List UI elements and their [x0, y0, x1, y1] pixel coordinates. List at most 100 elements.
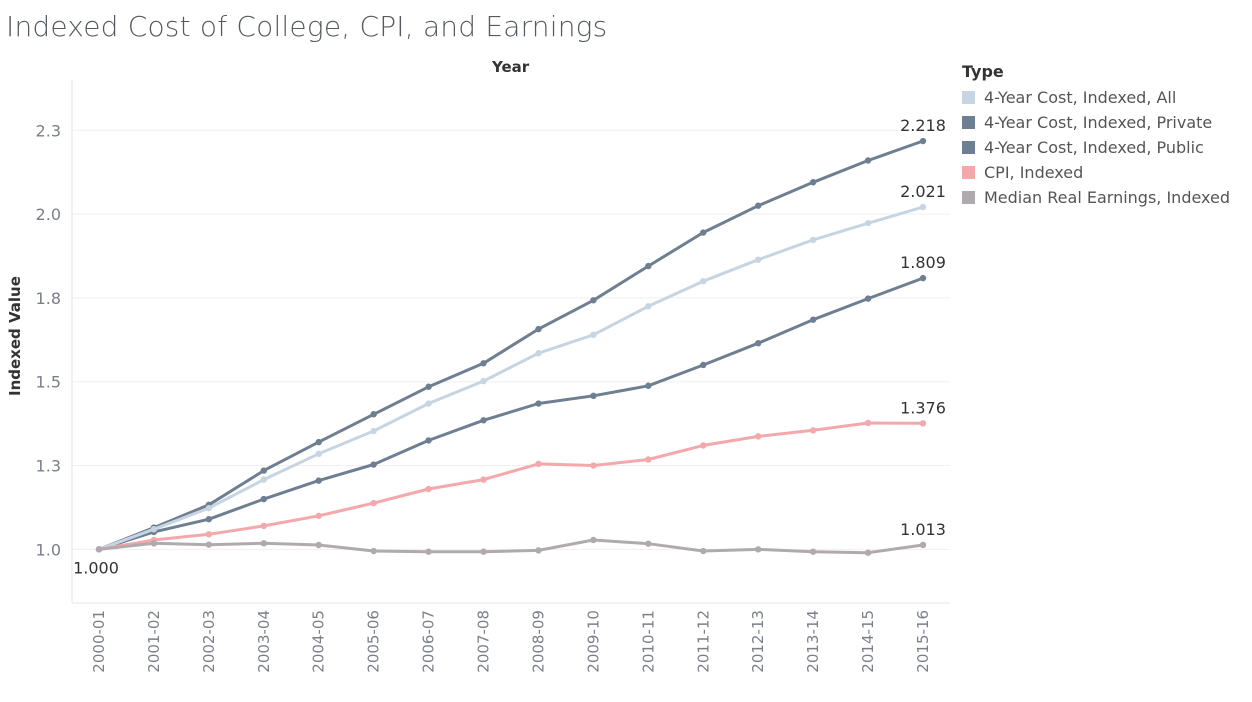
series-line-4 [97, 538, 925, 555]
data-point [425, 548, 432, 555]
data-point [370, 427, 377, 435]
legend-label: 4-Year Cost, Indexed, Private [984, 113, 1213, 132]
legend-label: 4-Year Cost, Indexed, Public [984, 138, 1204, 157]
data-point [755, 546, 762, 553]
data-point [370, 499, 377, 507]
data-point [425, 383, 432, 390]
data-labels: 2.021 2.218 1.809 1.376 1.000 1.013 [73, 116, 946, 577]
data-point [425, 400, 432, 407]
data-point [755, 202, 762, 209]
data-point [480, 417, 487, 424]
x-tick-label: 2009-10 [584, 610, 602, 673]
legend-swatch [962, 166, 975, 179]
data-point [535, 350, 542, 357]
data-point [700, 277, 707, 285]
data-point [315, 438, 322, 446]
data-point [535, 400, 542, 407]
data-point [919, 541, 927, 549]
y-tick-label: 1.0 [36, 540, 61, 559]
data-point [645, 382, 652, 389]
legend-title: Type [962, 62, 1004, 81]
legend-label: 4-Year Cost, Indexed, All [984, 88, 1177, 107]
y-tick-label: 1.8 [36, 289, 61, 308]
start-value-label: 1.000 [73, 558, 119, 577]
x-tick-label: 2007-08 [475, 610, 493, 673]
x-tick-label: 2003-04 [255, 610, 273, 673]
data-point [700, 229, 707, 236]
series-line-1 [97, 139, 925, 551]
data-point [919, 420, 927, 427]
data-point [864, 419, 872, 427]
data-point [260, 540, 267, 547]
x-tick-label: 2012-13 [749, 610, 767, 673]
axes: 1.0 1.3 1.5 1.8 2.0 2.3 2000-01 2001-02 2002-03 2… [36, 80, 950, 673]
data-point [480, 548, 487, 555]
data-point [919, 137, 927, 145]
data-point [480, 476, 487, 483]
legend-swatch [962, 141, 975, 154]
legend-item: Median Real Earnings, Indexed [962, 185, 1230, 210]
data-point [205, 541, 213, 548]
data-point [919, 203, 927, 211]
gridlines [72, 129, 950, 550]
x-tick-label: 2013-14 [804, 610, 822, 673]
y-tick-label: 2.0 [36, 205, 61, 224]
series-line-3 [97, 421, 925, 551]
data-point [315, 541, 322, 549]
end-value-label: 1.013 [900, 520, 946, 539]
data-point [480, 360, 487, 367]
legend-label: Median Real Earnings, Indexed [984, 188, 1231, 207]
data-point [150, 540, 158, 547]
data-point [480, 377, 487, 385]
data-point [370, 547, 377, 555]
x-tick-label: 2005-06 [365, 610, 383, 673]
data-point [150, 526, 158, 533]
legend: Type 4-Year Cost, Indexed, All 4-Year Cos… [962, 62, 1230, 210]
data-point [315, 477, 322, 484]
data-point [864, 219, 872, 227]
x-tick-label: 2008-09 [529, 610, 547, 673]
data-point [809, 548, 817, 555]
series-line-0 [97, 205, 925, 551]
x-tick-label: 2014-15 [859, 610, 877, 673]
end-value-label: 2.218 [900, 116, 946, 135]
data-point [205, 531, 213, 538]
data-point [260, 476, 267, 483]
data-point [205, 515, 213, 523]
x-tick-label: 2000-01 [90, 610, 108, 673]
legend-item: 4-Year Cost, Indexed, Private [962, 110, 1230, 135]
data-point [315, 450, 322, 458]
series-lines [95, 137, 927, 556]
data-point [425, 437, 432, 444]
data-point [370, 411, 377, 418]
data-point [864, 295, 872, 302]
data-point [315, 512, 322, 520]
data-point [919, 274, 927, 282]
end-value-label: 1.376 [900, 398, 946, 417]
x-tick-label: 2015-16 [914, 610, 932, 673]
column-header: Year [492, 58, 530, 76]
data-point [205, 504, 213, 512]
legend-swatch [962, 191, 975, 204]
legend-swatch [962, 116, 975, 129]
data-point [864, 157, 872, 164]
x-tick-label: 2002-03 [200, 610, 218, 673]
data-point [864, 549, 872, 556]
data-point [700, 361, 707, 369]
data-point [535, 547, 542, 554]
data-point [809, 316, 817, 323]
data-point [645, 456, 652, 463]
data-point [535, 325, 542, 333]
end-value-label: 1.809 [900, 253, 946, 272]
data-point [590, 536, 597, 544]
end-value-label: 2.021 [900, 182, 946, 201]
x-tick-label: 2001-02 [145, 610, 163, 673]
chart-title: Indexed Cost of College, CPI, and Earnin… [6, 10, 608, 43]
data-point [755, 433, 762, 440]
legend-label: CPI, Indexed [984, 163, 1084, 182]
data-point [590, 297, 597, 304]
data-point [809, 427, 817, 434]
x-tick-label: 2004-05 [310, 610, 328, 673]
data-point [755, 339, 762, 347]
